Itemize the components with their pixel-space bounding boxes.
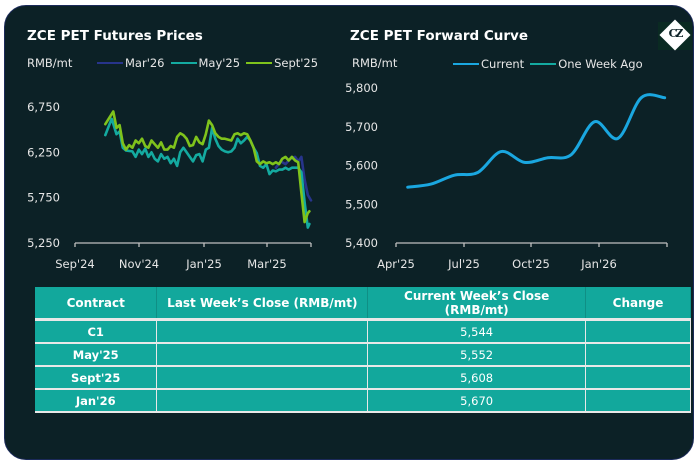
cell-current-week-close: 5,670 (367, 389, 587, 413)
x-tick-label: Sep'24 (55, 257, 94, 271)
series-line-may-25 (104, 117, 311, 229)
series-line-sept-25 (104, 110, 311, 224)
x-tick-label: Nov'24 (119, 257, 159, 271)
left-chart-legend: Mar'26 May'25 Sept'25 (97, 56, 324, 70)
cell-contract: Jan'26 (35, 389, 158, 413)
y-tick-label: 5,500 (345, 197, 378, 211)
table-row: May'25 5,552 (35, 343, 691, 367)
x-tick-label: Oct'25 (512, 257, 550, 271)
right-chart: 5,800 5,700 5,600 5,500 5,400 Apr'25 Jul'25 Oct… (345, 81, 668, 271)
legend-item-may25[interactable]: May'25 (170, 56, 241, 70)
cell-contract: May'25 (35, 343, 158, 367)
contracts-table: Contract Last Week’s Close (RMB/mt) Curr… (35, 287, 691, 413)
table-header-row: Contract Last Week’s Close (RMB/mt) Curr… (35, 287, 691, 321)
left-chart-unit: RMB/mt (27, 56, 73, 70)
table-row: C1 5,544 (35, 319, 691, 344)
x-tick-label: Apr'25 (377, 257, 415, 271)
y-tick-label: 6,750 (27, 100, 60, 114)
table-row: Sept'25 5,608 (35, 366, 691, 390)
cell-current-week-close: 5,608 (367, 366, 587, 390)
cell-change (585, 366, 691, 390)
legend-item-mar26[interactable]: Mar'26 (97, 56, 165, 70)
cell-contract: Sept'25 (35, 366, 158, 390)
legend-label: Current (481, 57, 525, 71)
cell-last-week-close (156, 366, 369, 390)
cell-last-week-close (156, 389, 369, 413)
header-current-week-close: Current Week’s Close (RMB/mt) (367, 287, 587, 321)
logo-text: CZ (668, 27, 684, 40)
y-tick-label: 5,750 (27, 191, 60, 205)
header-contract: Contract (35, 287, 158, 321)
legend-swatch (97, 61, 123, 65)
x-tick-label: Jan'26 (580, 257, 617, 271)
series-line-current (406, 93, 667, 189)
y-tick-label: 5,600 (345, 159, 378, 173)
charts-canvas: 6,750 6,250 5,750 5,250 Sep'24 Nov'24 Jan'25 Ma… (27, 81, 668, 271)
header-last-week-close: Last Week’s Close (RMB/mt) (156, 287, 369, 321)
cell-contract: C1 (35, 319, 158, 344)
y-tick-label: 5,700 (345, 120, 378, 134)
cell-change (585, 319, 691, 344)
series-line-mar-26 (274, 155, 313, 202)
x-tick-label: Jul'25 (447, 257, 480, 271)
right-chart-title: ZCE PET Forward Curve (350, 28, 528, 44)
right-chart-legend: Current One Week Ago (453, 57, 649, 71)
legend-label: One Week Ago (558, 57, 643, 71)
table-row: Jan'26 5,670 (35, 389, 691, 413)
cell-current-week-close: 5,552 (367, 343, 587, 367)
legend-item-sept25[interactable]: Sept'25 (246, 56, 318, 70)
legend-item-current[interactable]: Current (453, 57, 524, 71)
legend-swatch (170, 61, 197, 65)
legend-swatch (246, 61, 273, 65)
x-tick-label: Jan'25 (185, 257, 222, 271)
cell-change (585, 389, 691, 413)
cell-last-week-close (156, 319, 369, 344)
legend-swatch (530, 62, 557, 66)
x-tick-label: Mar'25 (247, 257, 287, 271)
y-tick-label: 5,250 (27, 236, 60, 250)
legend-item-one-week-ago[interactable]: One Week Ago (530, 57, 643, 71)
legend-swatch (453, 62, 479, 66)
right-chart-unit: RMB/mt (352, 56, 398, 70)
legend-label: May'25 (198, 56, 241, 70)
y-tick-label: 6,250 (27, 145, 60, 159)
cell-change (585, 343, 691, 367)
cell-last-week-close (156, 343, 369, 367)
y-tick-label: 5,800 (345, 81, 378, 95)
legend-label: Sept'25 (274, 56, 319, 70)
cell-current-week-close: 5,544 (367, 319, 587, 344)
y-tick-label: 5,400 (345, 236, 378, 250)
header-change: Change (585, 287, 691, 321)
left-chart-title: ZCE PET Futures Prices (27, 28, 203, 44)
left-chart: 6,750 6,250 5,750 5,250 Sep'24 Nov'24 Jan'25 Ma… (27, 100, 313, 271)
legend-label: Mar'26 (125, 56, 165, 70)
